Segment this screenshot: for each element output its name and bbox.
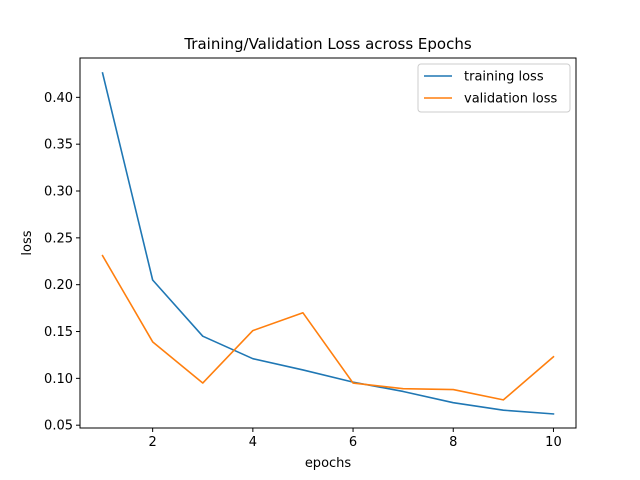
plot-frame [79, 57, 577, 429]
x-tick-label: 2 [149, 435, 157, 450]
y-tick-label: 0.25 [44, 231, 73, 246]
y-tick-label: 0.40 [44, 91, 73, 106]
y-tick-label: 0.35 [44, 138, 73, 153]
series-line-training-loss [101, 72, 555, 415]
x-axis: 2 4 6 8 10 [149, 428, 562, 450]
legend-label: training loss [464, 70, 544, 85]
y-tick-label: 0.30 [44, 185, 73, 200]
y-tick-label: 0.15 [44, 325, 73, 340]
series-layer [101, 72, 555, 415]
series-line-validation-loss [101, 254, 555, 401]
y-tick-label: 0.05 [44, 419, 73, 434]
y-axis: 0.05 0.10 0.15 0.20 0.25 0.30 0.35 0.40 [44, 91, 80, 434]
y-tick-label: 0.20 [44, 278, 73, 293]
chart-title: Training/Validation Loss across Epochs [183, 35, 472, 53]
y-axis-label: loss [20, 230, 35, 255]
legend: training loss validation loss [417, 63, 571, 113]
x-tick-label: 4 [249, 435, 257, 450]
legend-label: validation loss [464, 92, 557, 107]
x-tick-label: 10 [545, 435, 562, 450]
x-tick-label: 8 [449, 435, 457, 450]
x-axis-label: epochs [305, 456, 352, 471]
y-tick-label: 0.10 [44, 372, 73, 387]
x-tick-label: 6 [349, 435, 357, 450]
legend-box [417, 63, 571, 113]
